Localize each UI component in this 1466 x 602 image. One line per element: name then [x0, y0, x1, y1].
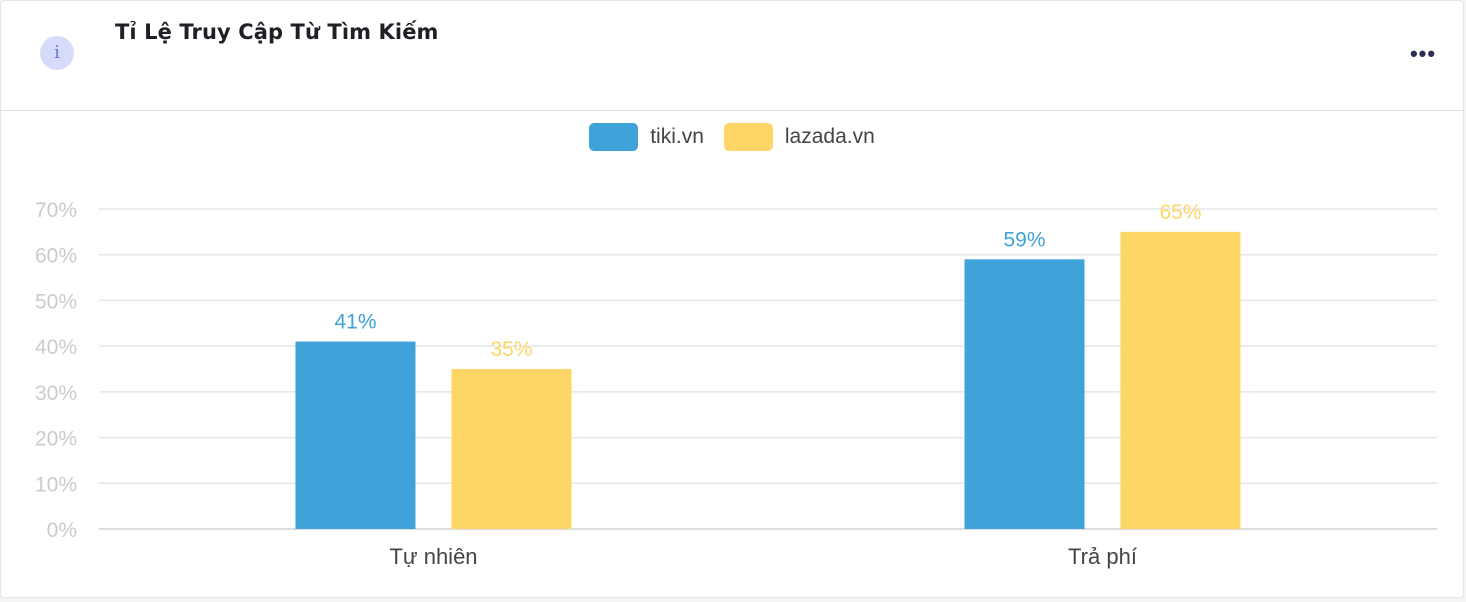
legend-item-lazada[interactable]: lazada.vn — [723, 123, 875, 151]
y-tick-label: 60% — [35, 245, 77, 268]
legend-swatch-tiki — [589, 123, 639, 151]
y-tick-label: 0% — [47, 519, 77, 542]
bar — [1120, 231, 1241, 529]
data-label: 41% — [334, 311, 376, 334]
bar — [295, 341, 416, 529]
info-icon[interactable]: i — [40, 36, 74, 70]
card-title: Tỉ Lệ Truy Cập Từ Tìm Kiếm — [115, 20, 439, 44]
y-tick-label: 30% — [35, 382, 77, 405]
data-label: 65% — [1159, 201, 1201, 224]
y-tick-label: 20% — [35, 428, 77, 451]
legend-label-tiki: tiki.vn — [650, 125, 704, 148]
bar — [451, 369, 572, 529]
card-header: i Tỉ Lệ Truy Cập Từ Tìm Kiếm ••• — [1, 1, 1463, 111]
y-tick-label: 10% — [35, 473, 77, 496]
x-tick-label: Tự nhiên — [389, 544, 477, 569]
bar — [964, 259, 1085, 529]
more-options-icon[interactable]: ••• — [1409, 41, 1437, 66]
legend-swatch-lazada — [723, 123, 773, 151]
legend-label-lazada: lazada.vn — [784, 125, 875, 148]
x-tick-label: Trả phí — [1068, 544, 1137, 569]
legend-item-tiki[interactable]: tiki.vn — [589, 123, 704, 151]
data-label: 35% — [490, 338, 532, 361]
data-label: 59% — [1003, 228, 1045, 251]
y-tick-label: 50% — [35, 290, 77, 313]
y-tick-label: 70% — [35, 199, 77, 222]
chart-legend: tiki.vn lazada.vn — [1, 123, 1463, 151]
y-tick-label: 40% — [35, 336, 77, 359]
